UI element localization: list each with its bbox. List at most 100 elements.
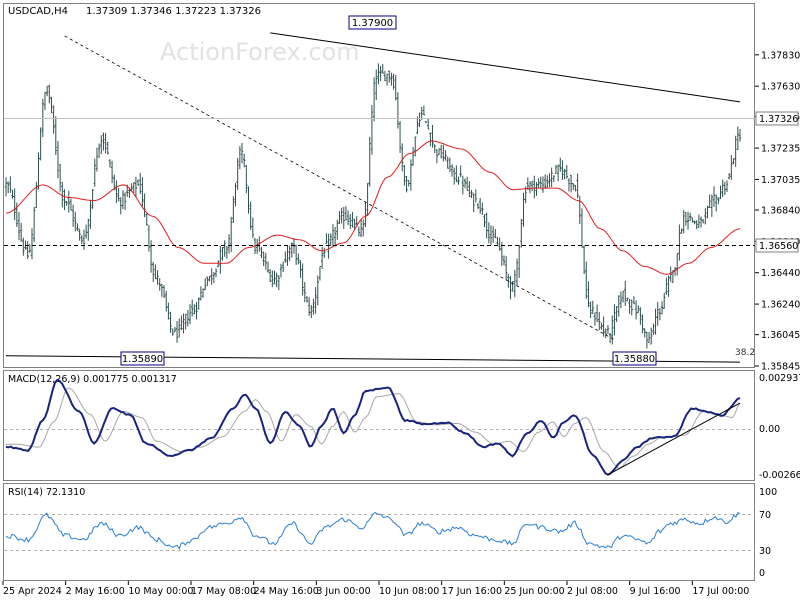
ohlc-bar xyxy=(260,247,263,258)
ohlc-bar xyxy=(476,203,480,210)
ohlc-bar xyxy=(587,281,590,308)
chart-header: USDCAD,H4 1.37309 1.37346 1.37223 1.3732… xyxy=(8,6,261,17)
price-tick-label: 1.35845 xyxy=(761,362,800,373)
ohlc-bar xyxy=(730,155,733,180)
ohlc-bar xyxy=(45,85,49,97)
ohlc-bar xyxy=(156,270,159,285)
ohlc-bar xyxy=(414,136,417,157)
ohlc-bar xyxy=(364,201,367,228)
ohlc-bar xyxy=(738,129,742,142)
ohlc-bar xyxy=(264,252,268,270)
ohlc-bar xyxy=(123,192,127,211)
ohlc-bar xyxy=(513,269,517,298)
ohlc-bar xyxy=(353,218,356,231)
ohlc-bar xyxy=(95,147,99,172)
ohlc-bar xyxy=(236,157,239,190)
ohlc-bar xyxy=(167,302,170,320)
ohlc-bar xyxy=(727,173,731,180)
ohlc-bar xyxy=(452,167,456,185)
ohlc-bar xyxy=(271,270,274,288)
ohlc-bar xyxy=(515,258,519,286)
ohlc-bar xyxy=(398,121,402,153)
ohlc-bar xyxy=(87,218,90,241)
svg-text:1.37900: 1.37900 xyxy=(352,18,393,29)
ohlc-bar xyxy=(708,194,711,208)
ohlc-bar xyxy=(621,290,625,303)
ohlc-bar xyxy=(647,331,651,343)
ohlc-bar xyxy=(563,168,566,180)
ohlc-bar xyxy=(17,212,21,241)
ohlc-bar xyxy=(440,144,443,159)
ohlc-bar xyxy=(110,160,114,184)
ohlc-bar xyxy=(305,296,309,303)
ohlc-bar xyxy=(97,143,101,159)
ohlc-bar xyxy=(385,73,389,86)
ohlc-bar xyxy=(143,193,146,218)
ohlc-bar xyxy=(76,223,79,232)
ohlc-bar xyxy=(550,167,553,187)
ohlc-bar xyxy=(351,211,354,228)
ohlc-bar xyxy=(212,272,216,283)
ohlc-bar xyxy=(344,206,348,221)
ohlc-bar xyxy=(171,328,174,336)
ohlc-bar xyxy=(48,84,51,104)
chart-ohlc: 1.37309 1.37346 1.37223 1.37326 xyxy=(86,6,261,17)
price-tick-label: 1.37830 xyxy=(761,50,800,61)
ohlc-bar xyxy=(197,297,200,310)
ohlc-bar xyxy=(80,235,83,244)
ohlc-bar xyxy=(489,225,493,246)
ohlc-bar xyxy=(134,176,138,197)
macd-tick-max: 0.002937 xyxy=(759,373,800,384)
ohlc-bar xyxy=(676,253,679,276)
ohlc-bar xyxy=(383,70,387,82)
svg-text:1.37326: 1.37326 xyxy=(759,114,798,125)
ohlc-bar xyxy=(606,324,610,334)
ohlc-bar xyxy=(608,332,612,344)
ohlc-bar xyxy=(35,181,38,209)
ohlc-bar xyxy=(632,296,636,305)
ohlc-bar xyxy=(312,298,315,315)
ohlc-bar xyxy=(548,173,551,188)
ohlc-bar xyxy=(450,164,454,177)
time-tick-label: 25 Jun 00:00 xyxy=(504,586,564,597)
ohlc-bar xyxy=(26,241,29,260)
ohlc-bar xyxy=(468,181,471,197)
ohlc-bar xyxy=(145,213,148,226)
ohlc-bar xyxy=(652,323,655,335)
ohlc-bar xyxy=(530,180,534,191)
ohlc-bar xyxy=(543,174,547,189)
ohlc-bar xyxy=(392,73,395,90)
ohlc-bar xyxy=(541,176,545,193)
ohlc-bar xyxy=(634,300,638,320)
ohlc-bar xyxy=(561,160,564,181)
ohlc-bar xyxy=(240,142,244,164)
ohlc-bar xyxy=(182,313,185,334)
ohlc-bar xyxy=(637,305,640,313)
ohlc-bar xyxy=(682,209,685,234)
ohlc-bar xyxy=(465,176,469,192)
ohlc-bar xyxy=(266,261,270,273)
ohlc-bar xyxy=(370,105,374,155)
ohlc-bar xyxy=(572,183,575,191)
ohlc-bar xyxy=(357,226,361,237)
ohlc-bar xyxy=(43,91,47,111)
ohlc-bar xyxy=(41,98,45,138)
ohlc-bar xyxy=(91,189,94,209)
ohlc-bar xyxy=(656,301,659,326)
ohlc-bar xyxy=(598,311,601,331)
ohlc-bar xyxy=(624,280,627,306)
ohlc-bar xyxy=(113,174,116,191)
ohlc-bar xyxy=(232,196,235,223)
ohlc-bar xyxy=(89,199,92,229)
ohlc-bar xyxy=(71,204,75,227)
ohlc-bar xyxy=(717,197,720,205)
ohlc-bar xyxy=(390,72,393,86)
ohlc-bar xyxy=(184,313,187,330)
ohlc-bar xyxy=(431,124,434,148)
ohlc-bar xyxy=(301,263,304,296)
ohlc-bar xyxy=(206,276,209,286)
ohlc-bar xyxy=(424,121,428,124)
ohlc-bar xyxy=(286,245,289,266)
rsi-tick-0: 0 xyxy=(759,568,765,579)
